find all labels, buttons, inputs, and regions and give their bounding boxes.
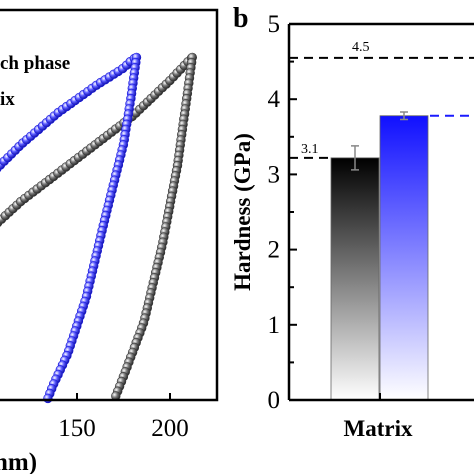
x-axis-label: nm): [0, 449, 37, 474]
data-point: [43, 393, 53, 404]
x-tick-label-200: 200: [151, 415, 189, 442]
panel-label-b: b: [233, 3, 249, 34]
hardness-bar: [379, 115, 429, 401]
y-tick-label: 3: [268, 161, 281, 188]
y-tick-label: 0: [268, 387, 281, 414]
y-tick-label: 2: [268, 237, 281, 264]
panel-a: 150 200 nm) ch phase ix: [0, 8, 219, 474]
y-tick-label: 5: [268, 11, 281, 38]
legend-entry-2: ix: [0, 89, 15, 110]
panel-a-frame: [0, 8, 219, 402]
reference-line-label: 4.5: [352, 40, 370, 55]
b-yticks: 0 1 2 3 4 5: [268, 11, 297, 414]
error-bar: [400, 111, 408, 121]
y-axis-label: Hardness (GPa): [230, 133, 255, 291]
error-bar: [351, 145, 359, 171]
legend-entry-1: ch phase: [0, 53, 70, 74]
reference-line-label: 3.1: [301, 142, 319, 157]
category-label-matrix: Matrix: [344, 416, 413, 441]
hardness-bar: [330, 157, 380, 401]
a-markers: [0, 52, 198, 404]
x-tick-label-150: 150: [58, 415, 96, 442]
y-tick-label: 4: [268, 86, 281, 113]
y-tick-label: 1: [268, 312, 281, 339]
b-reflines: 3.1 4.5: [289, 40, 474, 159]
panel-b: b 3.1 4.5 0 1 2 3 4 5 Matrix Hardness (GPa): [230, 3, 474, 441]
b-bars: [330, 111, 429, 401]
